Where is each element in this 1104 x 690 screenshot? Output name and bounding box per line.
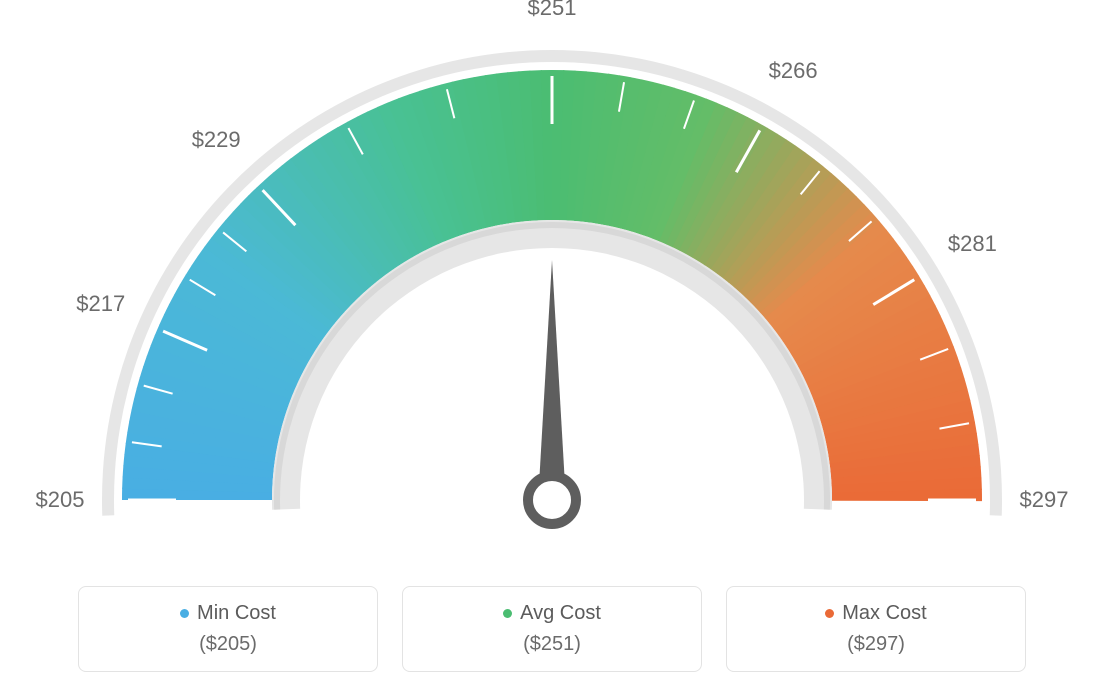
legend-max-title: Max Cost [842, 602, 926, 625]
legend-max-value: ($297) [847, 633, 905, 656]
gauge-svg [0, 0, 1104, 560]
dot-icon [180, 609, 189, 618]
gauge-tick-label: $297 [1020, 487, 1069, 513]
legend-avg-title-row: Avg Cost [503, 602, 601, 625]
gauge-tick-label: $251 [528, 0, 577, 21]
legend-card-min: Min Cost ($205) [78, 586, 378, 672]
legend-avg-title: Avg Cost [520, 602, 601, 625]
legend-card-max: Max Cost ($297) [726, 586, 1026, 672]
gauge-area: $205 $217 $229 $251 $266 $281 $297 [0, 0, 1104, 560]
gauge-tick-label: $217 [76, 291, 125, 317]
legend-row: Min Cost ($205) Avg Cost ($251) Max Cost… [0, 586, 1104, 672]
dot-icon [503, 609, 512, 618]
gauge-tick-label: $266 [769, 58, 818, 84]
dot-icon [825, 609, 834, 618]
legend-avg-value: ($251) [523, 633, 581, 656]
gauge-tick-label: $229 [192, 127, 241, 153]
gauge-tick-label: $205 [36, 487, 85, 513]
gauge-chart-container: $205 $217 $229 $251 $266 $281 $297 Min Cost ($… [0, 0, 1104, 690]
legend-min-title: Min Cost [197, 602, 276, 625]
gauge-tick-label: $281 [948, 231, 997, 257]
legend-max-title-row: Max Cost [825, 602, 926, 625]
legend-min-value: ($205) [199, 633, 257, 656]
legend-card-avg: Avg Cost ($251) [402, 586, 702, 672]
legend-min-title-row: Min Cost [180, 602, 276, 625]
